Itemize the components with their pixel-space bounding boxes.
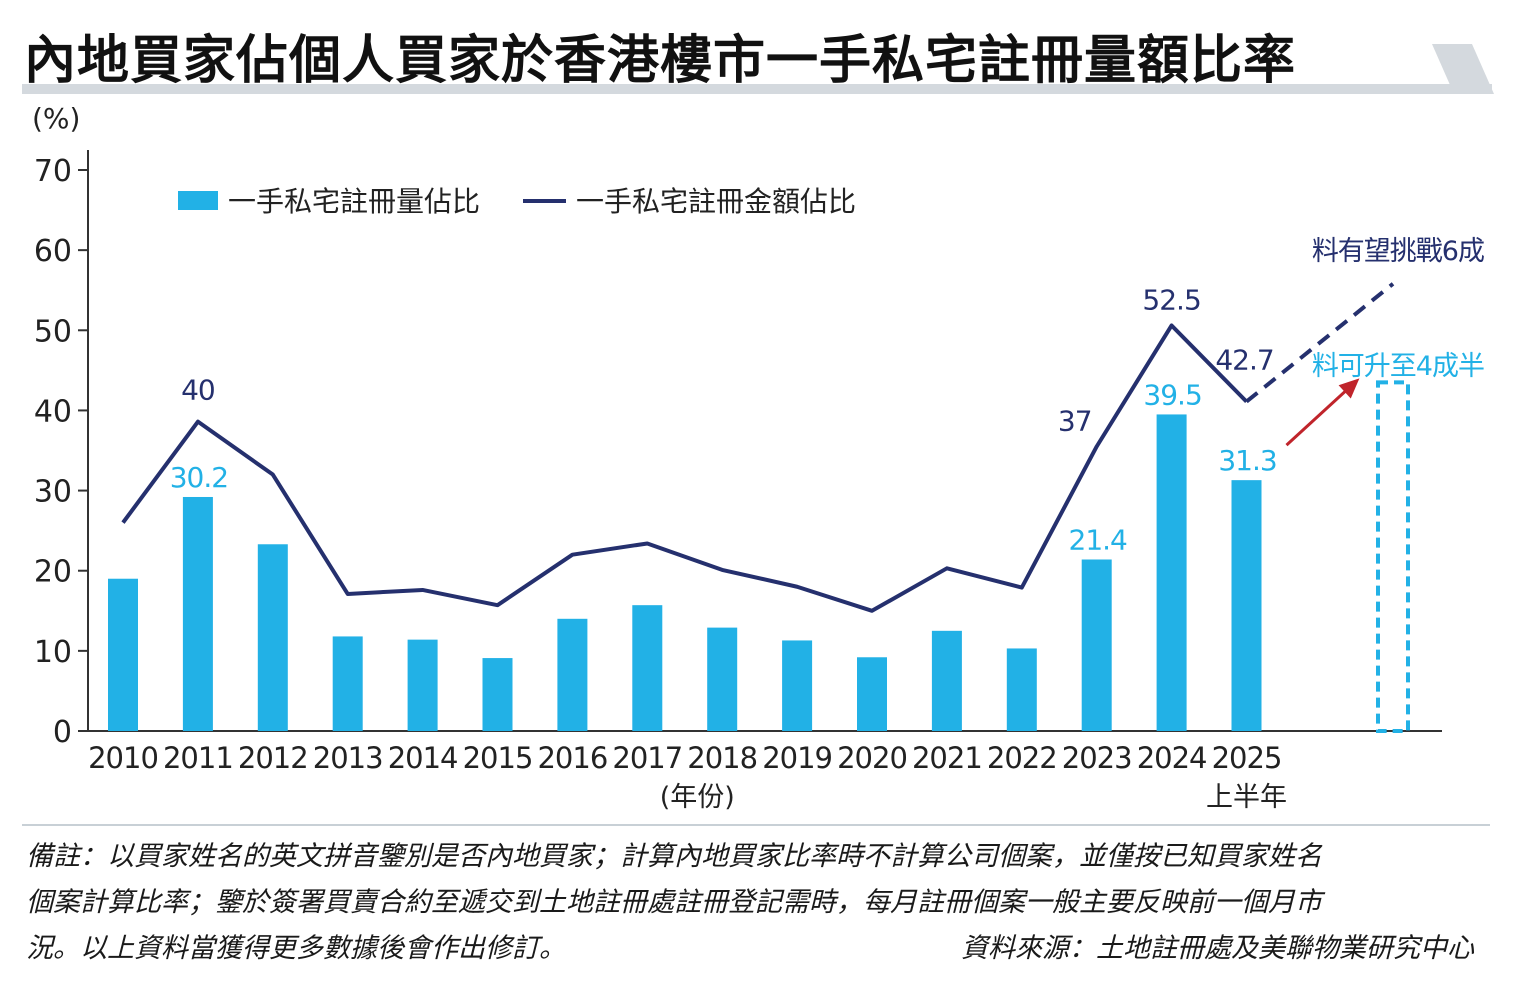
projection-arrow-shaft xyxy=(1285,381,1357,447)
x-tick-label: 2010 xyxy=(88,741,158,775)
bar-data-label: 30.2 xyxy=(170,461,228,494)
data-labels: 30.2 40 21.4 37 39.5 52.5 31.3 42.7 xyxy=(170,283,1278,556)
projection-arrow-head xyxy=(1338,378,1360,399)
y-tick-label: 60 xyxy=(34,234,72,269)
bar-2013 xyxy=(332,636,363,731)
line-data-label: 42.7 xyxy=(1215,344,1273,377)
bar-2023 xyxy=(1081,559,1112,731)
bar-data-label: 21.4 xyxy=(1069,523,1128,556)
line-data-label: 37 xyxy=(1058,404,1092,437)
x-tick-label: 2019 xyxy=(762,741,832,775)
bar-data-label: 39.5 xyxy=(1143,378,1201,411)
x-tick-label: 2016 xyxy=(537,741,607,775)
x-axis-label: (年份) xyxy=(660,782,735,813)
bar-projection-dashed xyxy=(1376,380,1410,733)
bar-2024 xyxy=(1156,414,1187,731)
x-tick-label: 2023 xyxy=(1062,741,1132,775)
y-tick-label: 0 xyxy=(53,715,72,750)
bar-2025 xyxy=(1231,480,1262,731)
notes: 備註：以買家姓名的英文拼音鑒別是否內地買家；計算內地買家比率時不計算公司個案，並… xyxy=(26,834,1490,972)
bar-series xyxy=(108,414,1262,731)
bar-2020 xyxy=(857,657,887,731)
line-path xyxy=(121,323,1248,613)
line-data-label: 52.5 xyxy=(1142,283,1200,316)
x-tick-label: 2025 xyxy=(1212,741,1282,775)
x-tick-label: 2022 xyxy=(987,741,1057,775)
title-underline xyxy=(22,84,1492,94)
y-axis-unit-label: (%) xyxy=(32,102,80,135)
legend-line-label: 一手私宅註冊金額佔比 xyxy=(576,185,856,218)
line-data-label: 40 xyxy=(181,374,215,407)
chart-title: 內地買家佔個人買家於香港樓市一手私宅註冊量額比率 xyxy=(24,31,1297,91)
legend-bar-swatch xyxy=(178,191,218,210)
legend: 一手私宅註冊量佔比 一手私宅註冊金額佔比 xyxy=(178,185,856,218)
bar-2017 xyxy=(632,605,663,731)
x-tick-label: 2014 xyxy=(388,741,458,775)
bar-2015 xyxy=(482,658,513,731)
legend-bar-label: 一手私宅註冊量佔比 xyxy=(228,185,480,218)
x-tick-label: 2017 xyxy=(612,741,682,775)
y-tick-label: 20 xyxy=(34,555,72,590)
x-tick-label: 2015 xyxy=(463,741,533,775)
y-tick-label: 50 xyxy=(34,314,72,349)
bar-data-label: 31.3 xyxy=(1218,444,1276,477)
bar-2014 xyxy=(407,639,438,731)
x-tick-label: 2020 xyxy=(837,741,907,775)
source-credit: 資料來源：土地註冊處及美聯物業研究中心 xyxy=(961,933,1474,964)
x-tick-label: 2018 xyxy=(687,741,757,775)
x-tick-label: 2021 xyxy=(912,741,982,775)
x-tick-label: 2011 xyxy=(163,741,233,775)
line-series xyxy=(121,323,1248,613)
y-tick-label: 40 xyxy=(34,394,72,429)
bar-2019 xyxy=(782,640,813,731)
notes-divider xyxy=(22,824,1490,826)
bar-projection-label: 料可升至4成半 xyxy=(1312,351,1484,382)
bar-2018 xyxy=(707,627,738,731)
title-arrow-decoration xyxy=(1432,44,1494,94)
bar-2012 xyxy=(257,544,288,731)
bar-2016 xyxy=(557,618,588,731)
note-line-1: 備註：以買家姓名的英文拼音鑒別是否內地買家；計算內地買家比率時不計算公司個案，並… xyxy=(26,841,1322,872)
line-projection-dashed xyxy=(1245,282,1395,404)
y-tick-label: 30 xyxy=(34,475,72,510)
y-tick-label: 10 xyxy=(34,635,72,670)
x-tick-label: 2012 xyxy=(238,741,308,775)
x-tick-label: 2013 xyxy=(313,741,383,775)
note-line-3: 況。以上資料當獲得更多數據後會作出修訂。 xyxy=(26,933,566,964)
bar-2022 xyxy=(1006,648,1037,731)
x-tick-label: 2024 xyxy=(1137,741,1207,775)
y-tick-label: 70 xyxy=(34,154,72,189)
bar-2021 xyxy=(931,630,962,731)
x-tick-sublabel: 上半年 xyxy=(1206,782,1287,813)
bar-2011 xyxy=(182,496,213,731)
bar-2010 xyxy=(108,578,138,731)
line-projection-label: 料有望挑戰6成 xyxy=(1312,236,1484,267)
note-line-2: 個案計算比率；鑒於簽署買賣合約至遞交到土地註冊處註冊登記需時，每月註冊個案一般主… xyxy=(26,887,1322,918)
